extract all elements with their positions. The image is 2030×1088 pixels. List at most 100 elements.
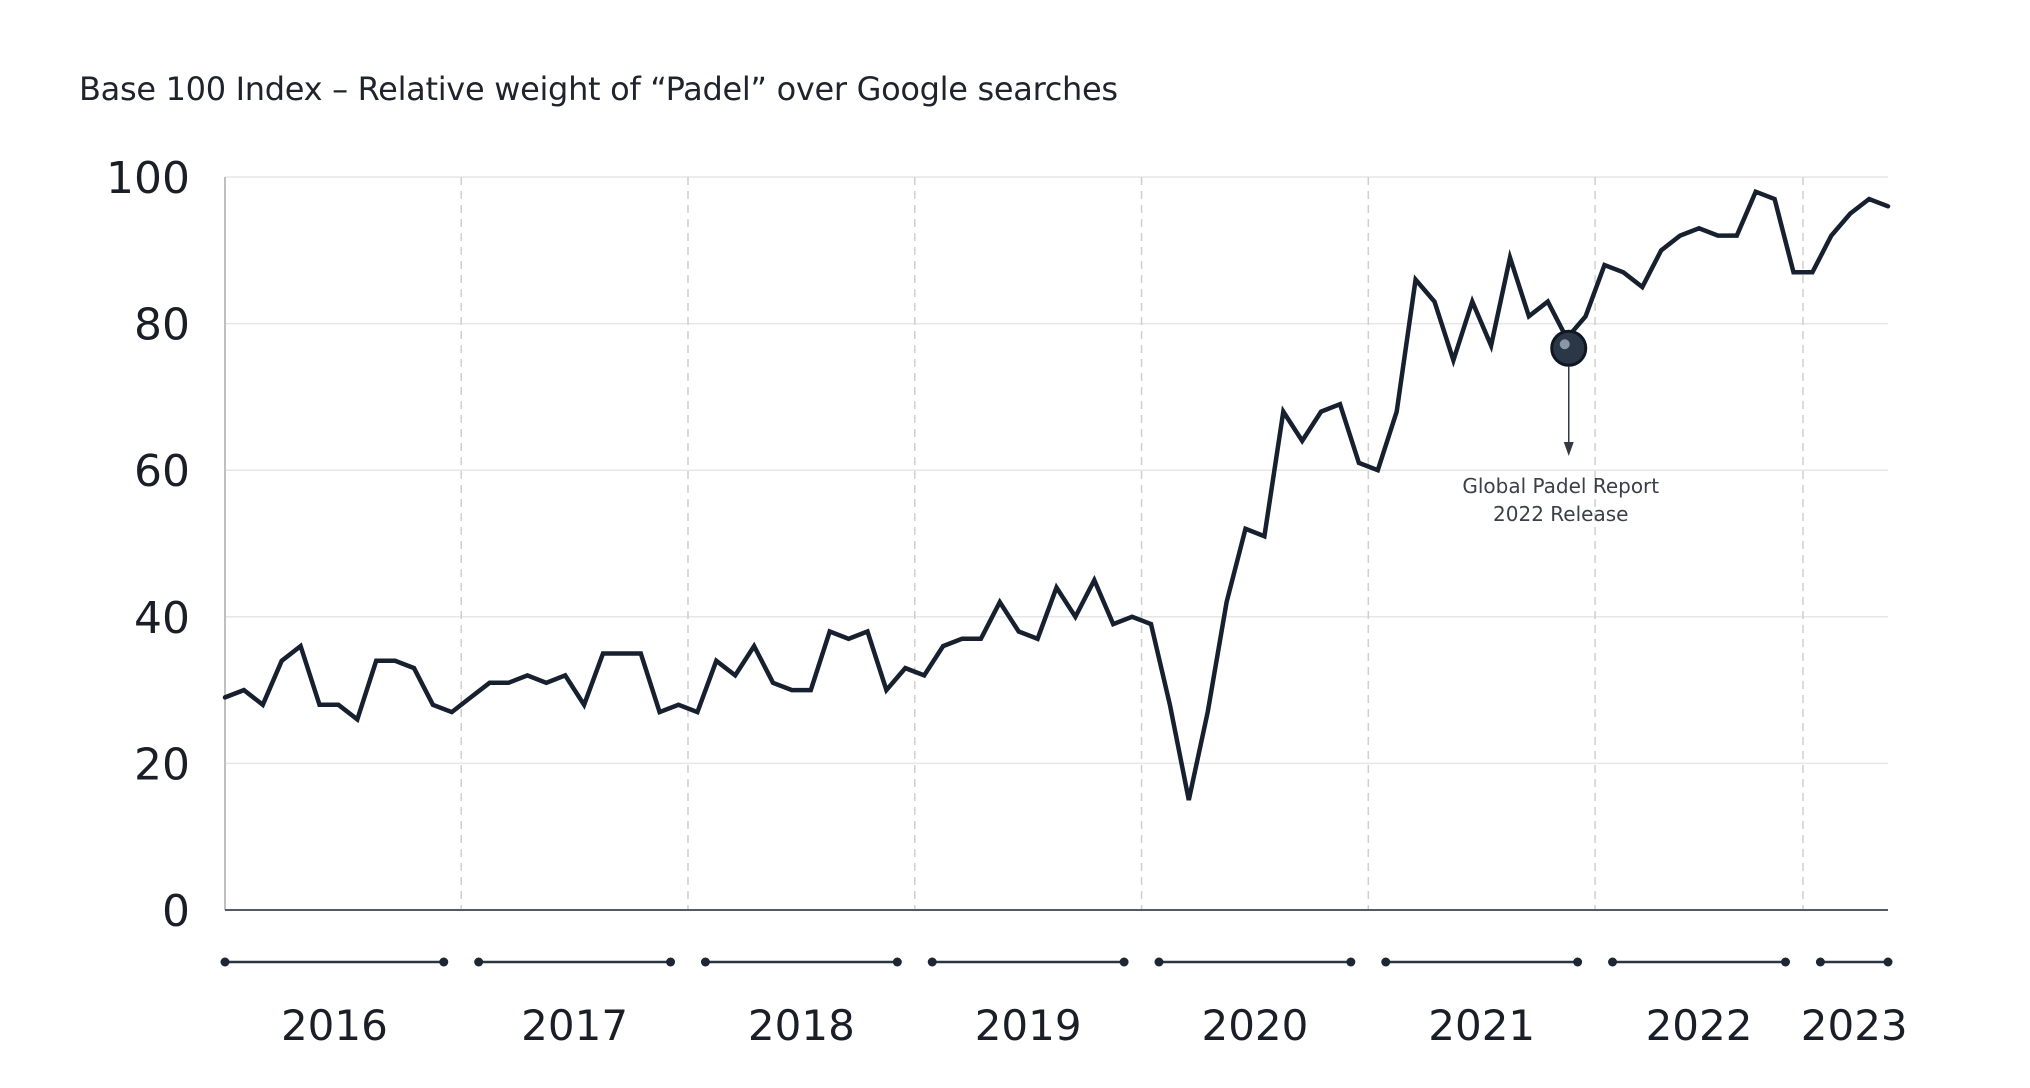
data-point [1412,276,1420,284]
data-point [1638,283,1646,291]
annotation-marker [1550,329,1588,367]
data-point [486,679,494,687]
data-point [1393,408,1401,416]
data-point [580,701,588,709]
year-bracket-dot [700,957,710,967]
data-point [637,649,645,657]
year-brackets [220,957,1893,967]
data-point [1865,195,1873,203]
data-point [1657,246,1665,254]
data-point [750,642,758,650]
year-bracket-dot [1346,957,1356,967]
data-point [1449,356,1457,364]
year-bracket-dot [666,957,676,967]
data-point [410,664,418,672]
data-point [882,686,890,694]
data-point [1260,532,1268,540]
data-point [1733,232,1741,240]
data-point [731,671,739,679]
year-bracket-dot [1119,957,1129,967]
data-point [1185,796,1193,804]
data-point [656,708,664,716]
data-point [1676,232,1684,240]
data-point [1601,261,1609,269]
chart-title: Base 100 Index – Relative weight of “Pad… [79,70,1118,108]
data-point [920,671,928,679]
data-point [1790,268,1798,276]
annotation-marker-highlight [1559,339,1570,350]
y-tick-label: 100 [106,153,190,204]
year-bracket-dot [892,957,902,967]
data-point [1619,268,1627,276]
data-point [618,649,626,657]
year-bracket-dot [1815,957,1825,967]
data-point [259,701,267,709]
horizontal-gridlines [225,176,1888,765]
data-point [1355,459,1363,467]
data-point [1487,342,1495,350]
data-point [939,642,947,650]
data-point [429,701,437,709]
data-point [1771,195,1779,203]
series [221,188,1891,804]
data-point [561,671,569,679]
x-axis-ticks: 2016 2017 2018 2019 2020 2021 2022 2023 [281,1001,1908,1050]
year-bracket-dot [1781,957,1791,967]
data-point [1223,598,1231,606]
data-point [675,701,683,709]
data-point [864,627,872,635]
y-tick-label: 20 [134,739,190,790]
data-point [372,657,380,665]
data-point [826,627,834,635]
data-point [1147,620,1155,628]
data-point [1204,708,1212,716]
vertical-year-gridlines [460,177,1804,910]
data-point [1166,701,1174,709]
data-point [769,679,777,687]
data-point [1752,188,1760,196]
annotation-label: 2022 Release [1493,502,1628,526]
data-point [221,693,229,701]
data-point [1109,620,1117,628]
data-point [353,715,361,723]
year-bracket-dot [439,957,449,967]
data-point [845,635,853,643]
data-point [693,708,701,716]
data-point [297,642,305,650]
data-point [901,664,909,672]
data-point [1279,408,1287,416]
data-point [1090,576,1098,584]
data-point [542,679,550,687]
x-tick-label: 2020 [1201,1001,1308,1050]
data-point [977,635,985,643]
y-tick-label: 80 [134,300,190,351]
x-tick-label: 2017 [521,1001,628,1050]
data-point [996,598,1004,606]
data-point [1468,298,1476,306]
annotation-label: Global Padel Report [1462,474,1659,498]
data-point [712,657,720,665]
data-point [1317,408,1325,416]
year-bracket-dot [1381,957,1391,967]
data-point [1714,232,1722,240]
year-bracket-dot [1154,957,1164,967]
year-bracket-dot [1573,957,1583,967]
data-point [240,686,248,694]
series-line [222,188,1891,801]
data-point [788,686,796,694]
x-tick-label: 2018 [748,1001,855,1050]
data-point [467,693,475,701]
annotation: Global Padel Report 2022 Release [1462,329,1659,526]
axes [224,177,1888,911]
year-bracket-dot [927,957,937,967]
data-point [1827,232,1835,240]
data-point [1374,466,1382,474]
annotation-arrowhead [1563,442,1574,456]
data-point [1846,210,1854,218]
data-point [1695,224,1703,232]
x-tick-label: 2022 [1646,1001,1753,1050]
year-bracket-dot [1608,957,1618,967]
y-tick-label: 0 [162,886,190,937]
data-point [1506,254,1514,262]
